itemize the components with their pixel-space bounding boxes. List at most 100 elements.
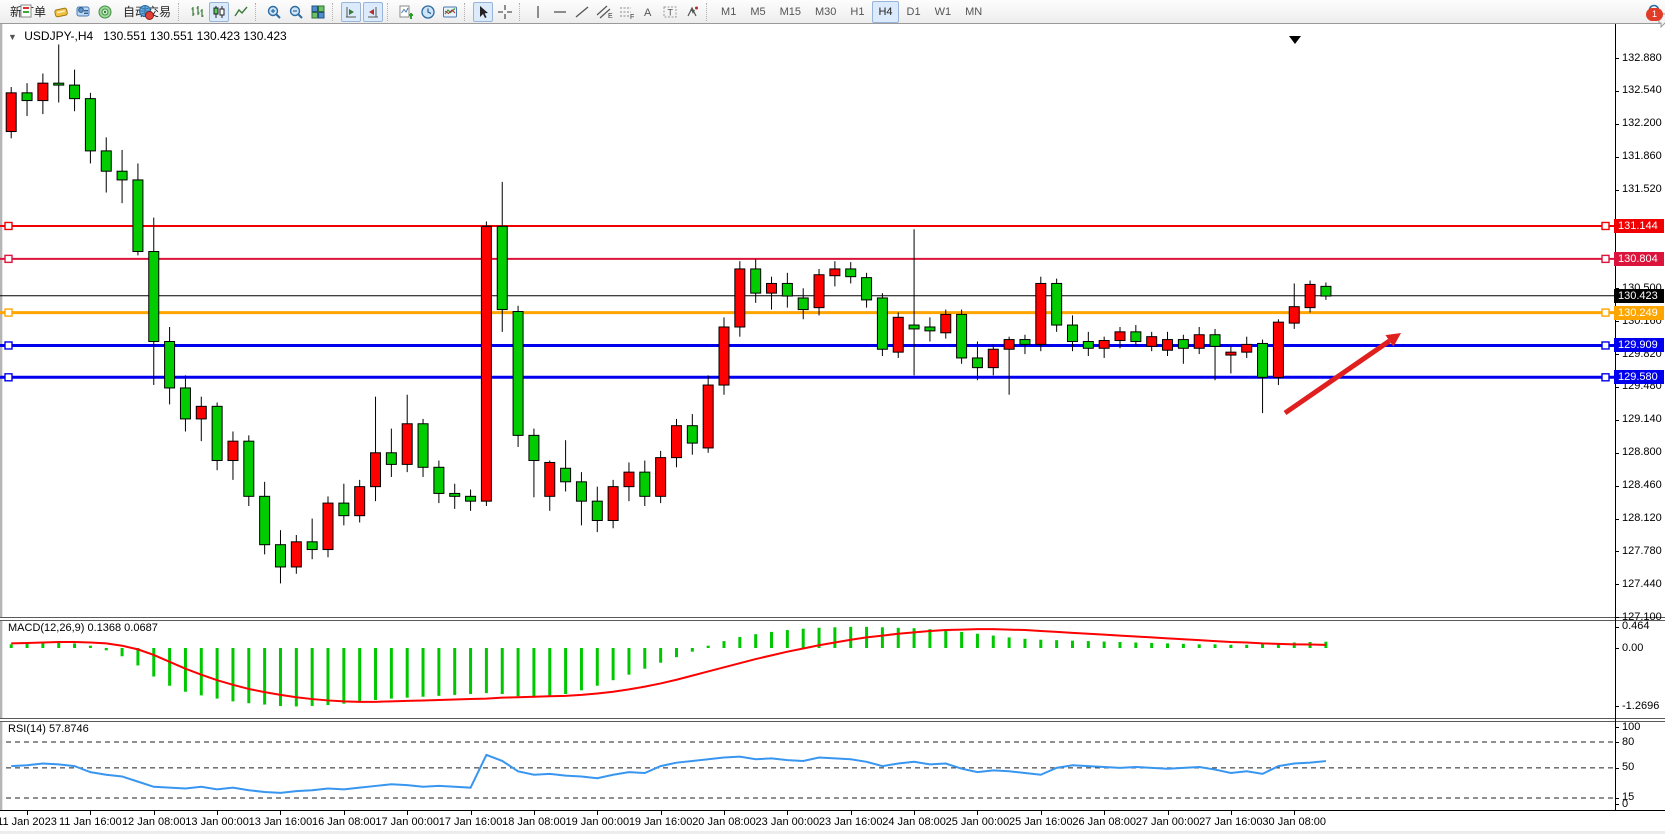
hline-price-badge: 129.580	[1614, 370, 1664, 385]
time-tick	[27, 811, 29, 815]
new-order-button[interactable]: 新订单	[4, 2, 49, 22]
zoom-in-button[interactable]	[264, 2, 284, 22]
macd-tick-label: 0.00	[1622, 641, 1644, 654]
timeframe-m30[interactable]: M30	[815, 5, 837, 18]
line-chart-mode-button[interactable]	[231, 2, 251, 22]
axis-tick	[1615, 419, 1619, 421]
hline-price-badge: 129.909	[1614, 338, 1664, 353]
timeframe-m15[interactable]: M15	[779, 5, 801, 18]
price-tick-label: 127.780	[1622, 544, 1662, 557]
time-tick-label: 25 Jan 00:00	[945, 816, 1010, 828]
time-tick	[1104, 811, 1106, 815]
new-order-icon	[20, 4, 32, 18]
time-tick	[407, 811, 409, 815]
toolbar-separator	[519, 2, 524, 21]
time-tick-label: 16 Jan 08:00	[312, 816, 376, 828]
notification-count-badge: 1	[1646, 7, 1663, 21]
collapse-triangle-icon[interactable]: ▼	[8, 32, 17, 42]
time-tick-label: 13 Jan 16:00	[248, 816, 313, 828]
time-tick	[1040, 811, 1042, 815]
add-indicator-button[interactable]: ▾	[396, 2, 416, 22]
price-tick-label: 128.120	[1622, 512, 1662, 525]
timeframe-m5[interactable]: M5	[750, 5, 766, 18]
axis-tick	[1615, 321, 1619, 323]
autotrade-button[interactable]: 自动交易	[117, 2, 174, 22]
time-tick	[1230, 811, 1232, 815]
arrows-tool[interactable]: ▾	[682, 2, 702, 22]
cursor-tool-button[interactable]	[473, 1, 494, 22]
tile-windows-button[interactable]	[308, 2, 328, 22]
time-tick-label: 19 Jan 16:00	[628, 816, 693, 828]
timeframe-mn[interactable]: MN	[965, 5, 983, 18]
price-tick-label: 132.880	[1622, 51, 1662, 64]
vertical-line-tool[interactable]	[528, 2, 548, 22]
pane-separator[interactable]	[0, 617, 1665, 621]
pane-separator[interactable]	[0, 718, 1665, 722]
macd-label: MACD(12,26,9) 0.1368 0.0687	[8, 622, 158, 634]
axis-tick	[1615, 386, 1619, 388]
price-tick-label: 131.860	[1622, 150, 1662, 163]
price-tick-label: 132.200	[1622, 117, 1662, 130]
text-label-tool[interactable]: T	[660, 2, 680, 22]
timeframe-h1[interactable]: H1	[850, 5, 865, 18]
time-tick-label: 12 Jan 08:00	[121, 816, 186, 828]
ohlc-readout: 130.551 130.551 130.423 130.423	[103, 29, 287, 43]
timeframe-d1[interactable]: D1	[906, 5, 921, 18]
time-tick-label: 27 Jan 16:00	[1199, 816, 1263, 828]
macd-canvas[interactable]	[0, 620, 1615, 717]
time-axis[interactable]: 11 Jan 2023 11 Jan 16:00 12 Jan 08:00 13 Ja…	[0, 810, 1665, 832]
price-tick-label: 132.540	[1622, 84, 1662, 97]
bar-chart-mode-button[interactable]	[187, 2, 207, 22]
signals-button[interactable]	[95, 2, 115, 22]
time-tick	[470, 811, 472, 815]
fibonacci-tool[interactable]: F	[616, 2, 636, 22]
time-tick-label: 23 Jan 00:00	[755, 816, 820, 828]
rsi-canvas[interactable]	[0, 721, 1615, 810]
text-tool[interactable]: A	[638, 2, 658, 22]
axis-tick	[1615, 354, 1619, 356]
auto-scroll-button[interactable]	[341, 1, 362, 22]
candlestick-icon	[213, 5, 225, 18]
trendline-tool[interactable]	[572, 2, 592, 22]
toolbar: 新订单	[0, 0, 1665, 28]
chart-shift-button[interactable]	[363, 1, 384, 22]
horizontal-line-icon	[554, 10, 567, 13]
template-icon	[443, 6, 458, 17]
zoom-out-button[interactable]	[286, 2, 306, 22]
periods-button[interactable]: ▾	[418, 2, 438, 22]
svg-text:A: A	[644, 7, 652, 19]
time-tick	[1294, 811, 1296, 815]
window-left-border	[0, 24, 3, 831]
axis-tick	[1615, 742, 1619, 743]
svg-text:F: F	[630, 14, 634, 20]
hline-price-badge: 130.249	[1614, 305, 1664, 320]
time-tick-label: 11 Jan 2023	[0, 816, 57, 828]
timeframe-m1[interactable]: M1	[721, 5, 737, 18]
axis-tick	[1615, 518, 1619, 520]
timeframe-h4[interactable]: H4	[872, 0, 899, 23]
time-tick-label: 19 Jan 00:00	[565, 816, 630, 828]
rsi-label: RSI(14) 57.8746	[8, 723, 89, 735]
zoom-in-icon	[267, 5, 281, 19]
market-watch-button[interactable]	[73, 2, 93, 22]
time-tick-label: 17 Jan 00:00	[375, 816, 439, 828]
horizontal-line-tool[interactable]	[550, 2, 570, 22]
bid-price-badge: 130.423	[1614, 288, 1664, 303]
clock-icon	[421, 4, 435, 19]
equidistant-channel-tool[interactable]: E	[594, 2, 614, 22]
templates-button[interactable]: ▾	[440, 2, 460, 22]
candlestick-mode-button[interactable]	[209, 1, 230, 22]
chart-title: ▼ USDJPY-,H4 130.551 130.551 130.423 130…	[8, 29, 287, 43]
time-tick	[90, 811, 92, 815]
time-tick	[597, 811, 599, 815]
time-tick	[787, 811, 789, 815]
timeframe-w1[interactable]: W1	[934, 5, 952, 18]
market-depth-button[interactable]	[51, 2, 71, 22]
time-tick	[977, 811, 979, 815]
crosshair-tool-button[interactable]	[495, 2, 515, 22]
main-chart-canvas[interactable]	[0, 24, 1615, 617]
tile-windows-icon	[311, 5, 325, 18]
time-tick	[660, 811, 662, 815]
crosshair-icon	[498, 4, 513, 19]
